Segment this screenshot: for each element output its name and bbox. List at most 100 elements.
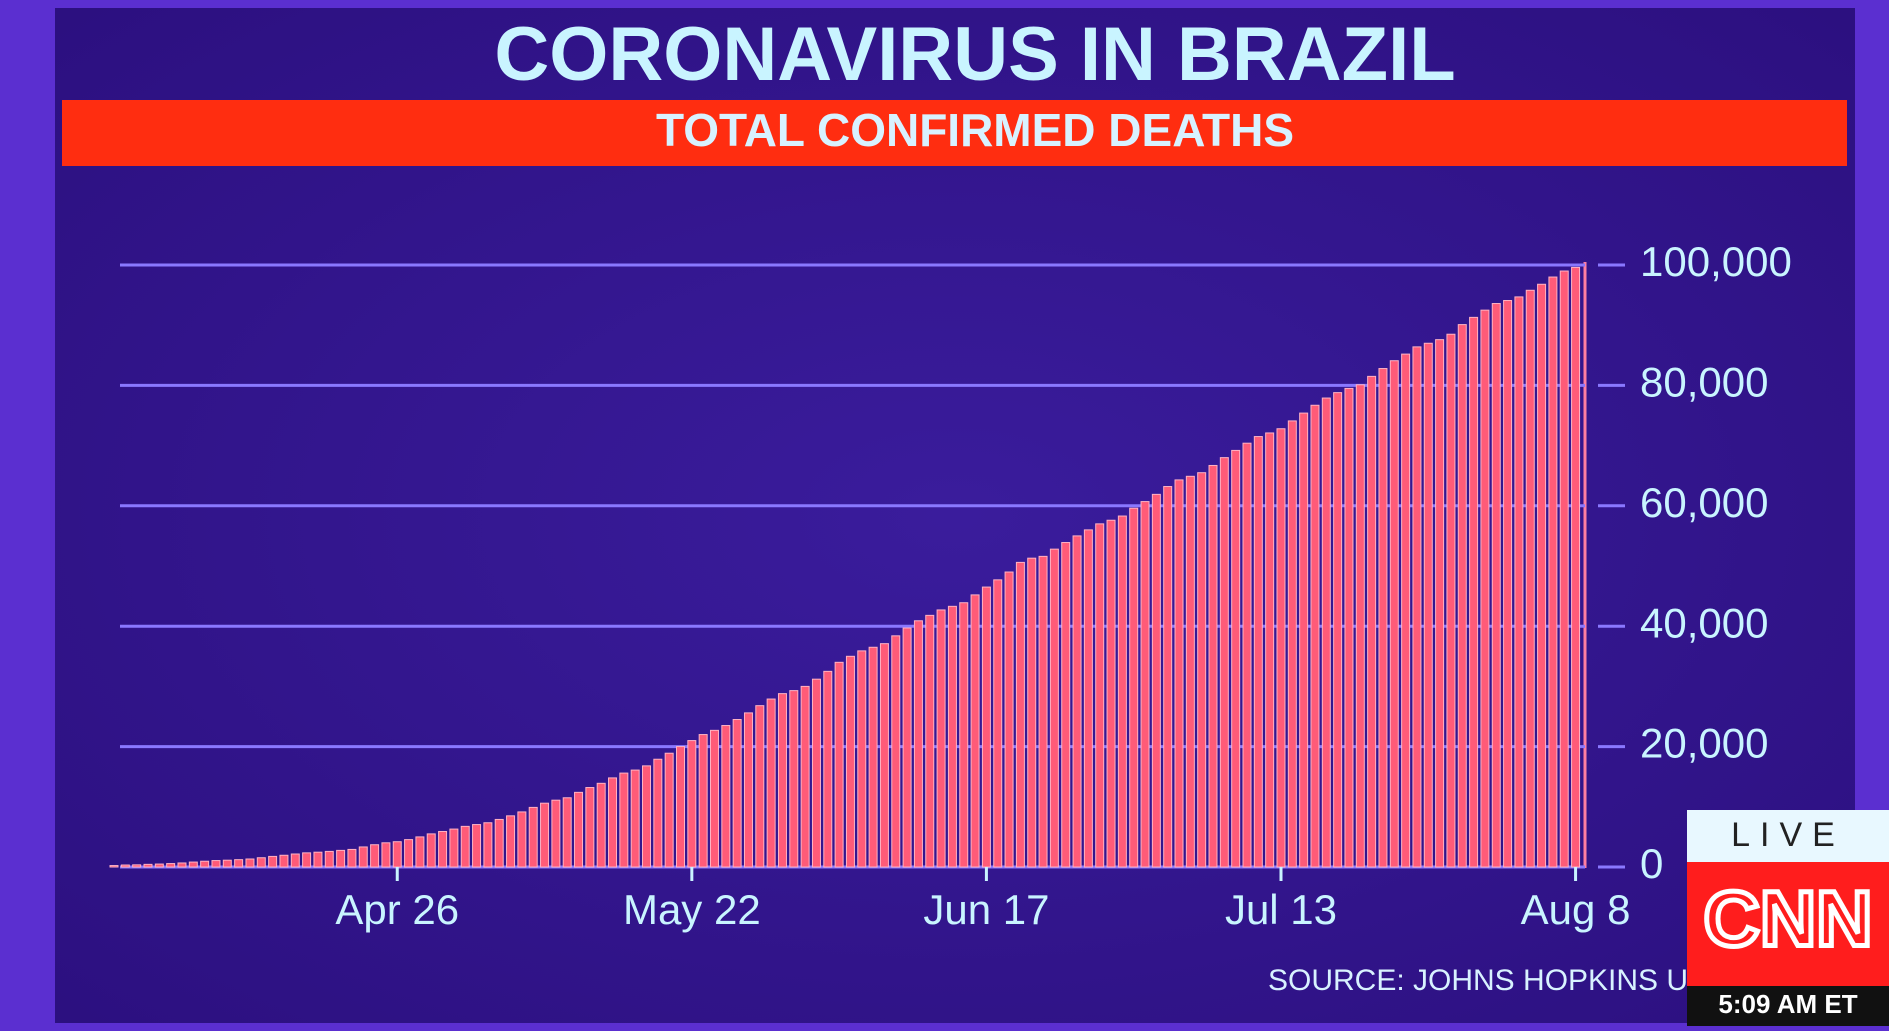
bar — [528, 806, 538, 868]
bar — [1061, 542, 1071, 868]
bar — [981, 586, 991, 868]
bar — [1378, 368, 1388, 868]
bar — [1253, 436, 1263, 868]
bar — [1537, 283, 1547, 868]
bar — [438, 830, 448, 868]
bar — [1231, 449, 1241, 868]
bar — [404, 839, 414, 868]
bar — [823, 670, 833, 868]
live-box — [1687, 810, 1889, 862]
live-label: LIVE — [1731, 816, 1845, 854]
bar — [313, 851, 323, 868]
chart-subtitle: TOTAL CONFIRMED DEATHS — [656, 104, 1294, 156]
bar — [1219, 457, 1229, 868]
bar — [517, 811, 527, 868]
bar — [562, 797, 572, 868]
bar — [449, 828, 459, 868]
bar — [132, 864, 142, 868]
bar — [868, 646, 878, 868]
bar — [1333, 392, 1343, 868]
bar — [324, 850, 334, 868]
bar — [1163, 486, 1173, 868]
bar — [1015, 561, 1025, 868]
bar — [1140, 501, 1150, 868]
bar — [472, 824, 482, 868]
bar — [1423, 342, 1433, 868]
bar — [1185, 475, 1195, 868]
bar — [687, 740, 697, 868]
bar — [1469, 316, 1479, 868]
bar — [166, 863, 176, 868]
bar — [1083, 529, 1093, 868]
bar — [777, 693, 787, 868]
bar — [857, 650, 867, 868]
bar — [154, 863, 164, 868]
bar — [381, 842, 391, 868]
bar — [845, 655, 855, 868]
bar — [1310, 404, 1320, 868]
time-box — [1687, 986, 1889, 1026]
y-tick-label: 100,000 — [1640, 238, 1792, 285]
bar — [1027, 557, 1037, 868]
bar — [1299, 412, 1309, 868]
bar — [1049, 548, 1059, 868]
bar — [1571, 266, 1581, 868]
bar — [290, 853, 300, 868]
bar — [1004, 571, 1014, 868]
time: 5:09 AM ET — [1718, 989, 1857, 1019]
y-tick-label: 0 — [1640, 840, 1663, 887]
bar — [1457, 324, 1467, 868]
bar — [1491, 303, 1501, 868]
bar — [732, 719, 742, 868]
bar — [936, 609, 946, 868]
chart-title: CORONAVIRUS IN BRAZIL — [494, 12, 1455, 97]
bar — [188, 861, 198, 868]
bar — [879, 643, 889, 868]
logo-box — [1687, 862, 1889, 986]
bar — [925, 614, 935, 868]
x-tick-label: Apr 26 — [335, 886, 459, 933]
bar — [494, 818, 504, 868]
bar — [222, 859, 232, 868]
bar — [1559, 270, 1569, 868]
bar — [200, 860, 210, 868]
bar — [970, 594, 980, 868]
bar — [1276, 428, 1286, 868]
bar — [608, 777, 618, 868]
bar — [109, 865, 119, 868]
bar — [245, 858, 255, 868]
bar — [834, 661, 844, 868]
bar — [664, 752, 674, 868]
bar — [370, 844, 380, 868]
bar — [1106, 519, 1116, 868]
bar — [902, 627, 912, 868]
bar — [913, 620, 923, 868]
bar — [1514, 296, 1524, 868]
bar — [766, 698, 776, 868]
bar — [709, 729, 719, 868]
bar — [1480, 309, 1490, 868]
bar — [460, 825, 470, 868]
bar — [336, 849, 346, 868]
bar — [1242, 442, 1252, 868]
bar — [596, 782, 606, 868]
bar — [619, 772, 629, 868]
x-tick-label: Jul 13 — [1225, 886, 1337, 933]
bar — [1389, 360, 1399, 868]
bar — [1117, 515, 1127, 868]
bar — [392, 841, 402, 868]
subtitle-banner — [62, 100, 1847, 166]
bar — [1412, 346, 1422, 868]
bar — [358, 846, 368, 868]
logo: CNN — [1704, 875, 1873, 963]
bar — [1446, 333, 1456, 868]
bar — [1548, 276, 1558, 868]
bar — [630, 769, 640, 868]
bar — [1355, 384, 1365, 868]
bar — [800, 685, 810, 868]
y-tick-label: 80,000 — [1640, 358, 1768, 405]
y-tick-label: 20,000 — [1640, 720, 1768, 767]
bar — [1174, 479, 1184, 868]
live-badge: LIVE CNN 5:09 AM ET — [1687, 810, 1889, 1026]
